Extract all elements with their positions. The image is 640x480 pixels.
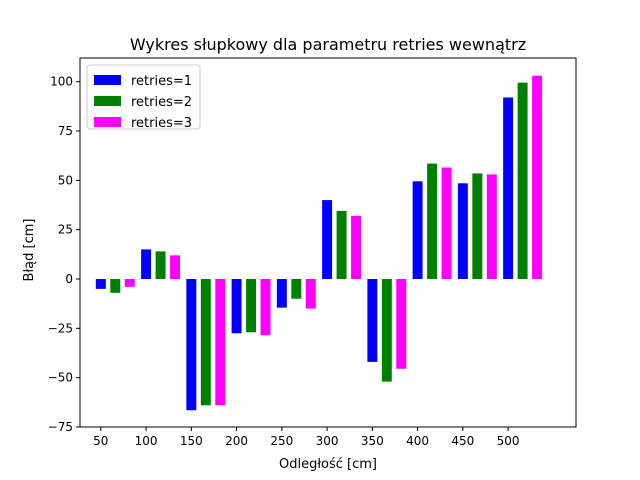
x-tick-label: 500 [497,434,520,448]
bar-retries-1-450 [457,183,468,279]
y-axis-ticks: −75 −50 −25 0 25 50 75 100 [48,75,80,434]
x-tick-label: 250 [270,434,293,448]
y-tick-label: 25 [58,223,73,237]
x-axis-ticks: 50 100 150 200 250 300 350 400 450 500 [93,427,520,448]
bar-retries-1-250 [276,279,287,308]
bar-retries-2-250 [291,279,302,299]
plot-area-frame [79,57,577,428]
x-tick-label: 150 [180,434,203,448]
y-tick-label: 100 [50,75,73,89]
bar-retries-1-350 [367,279,378,362]
bar-retries-2-50 [110,279,121,293]
bar-retries-1-100 [141,249,152,280]
legend: retries=1 retries=2 retries=3 [86,64,201,131]
bar-retries-2-200 [246,279,257,333]
bar-retries-2-350 [381,279,392,382]
bar-retries-2-500 [517,82,528,280]
y-axis-label: Błąd [cm] [22,219,37,282]
bar-retries-3-300 [351,215,362,279]
bar-retries-3-250 [305,279,316,309]
y-tick-label: −25 [48,321,73,335]
y-tick-label: 0 [65,272,73,286]
legend-label-retries-2: retries=2 [131,95,192,110]
bar-retries-2-450 [472,173,483,280]
x-tick-label: 350 [361,434,384,448]
legend-label-retries-3: retries=3 [131,116,192,131]
bar-retries-3-350 [396,279,407,369]
bar-retries-1-300 [322,200,333,279]
x-tick-label: 200 [225,434,248,448]
x-tick-label: 100 [135,434,158,448]
chart-title: Wykres słupkowy dla parametru retries we… [130,35,526,54]
x-axis-label: Odległość [cm] [279,457,377,472]
x-tick-label: 400 [406,434,429,448]
legend-label-retries-1: retries=1 [131,74,192,89]
bars-layer [95,75,543,411]
bar-retries-2-400 [427,163,438,280]
bar-retries-1-200 [231,279,242,334]
x-tick-label: 300 [316,434,339,448]
legend-swatch-retries-1 [94,75,121,85]
bar-retries-3-400 [441,167,452,280]
bar-retries-1-400 [412,181,423,280]
bar-retries-1-50 [95,279,106,289]
y-tick-label: 50 [58,173,73,187]
bar-retries-3-100 [170,255,181,280]
x-tick-label: 50 [93,434,108,448]
y-tick-label: 75 [58,124,73,138]
y-tick-label: −75 [48,420,73,434]
y-tick-label: −50 [48,371,73,385]
bar-retries-2-300 [336,210,347,280]
bar-retries-3-450 [486,174,497,279]
bar-retries-3-150 [215,279,226,406]
legend-swatch-retries-3 [94,117,121,127]
bar-retries-3-500 [532,75,543,280]
legend-swatch-retries-2 [94,96,121,106]
bar-retries-1-150 [186,279,197,411]
bar-retries-2-100 [155,251,166,280]
bar-retries-3-50 [124,279,135,287]
bar-retries-2-150 [200,279,211,406]
bar-retries-1-500 [503,97,514,280]
x-tick-label: 450 [451,434,474,448]
bar-retries-3-200 [260,279,271,336]
